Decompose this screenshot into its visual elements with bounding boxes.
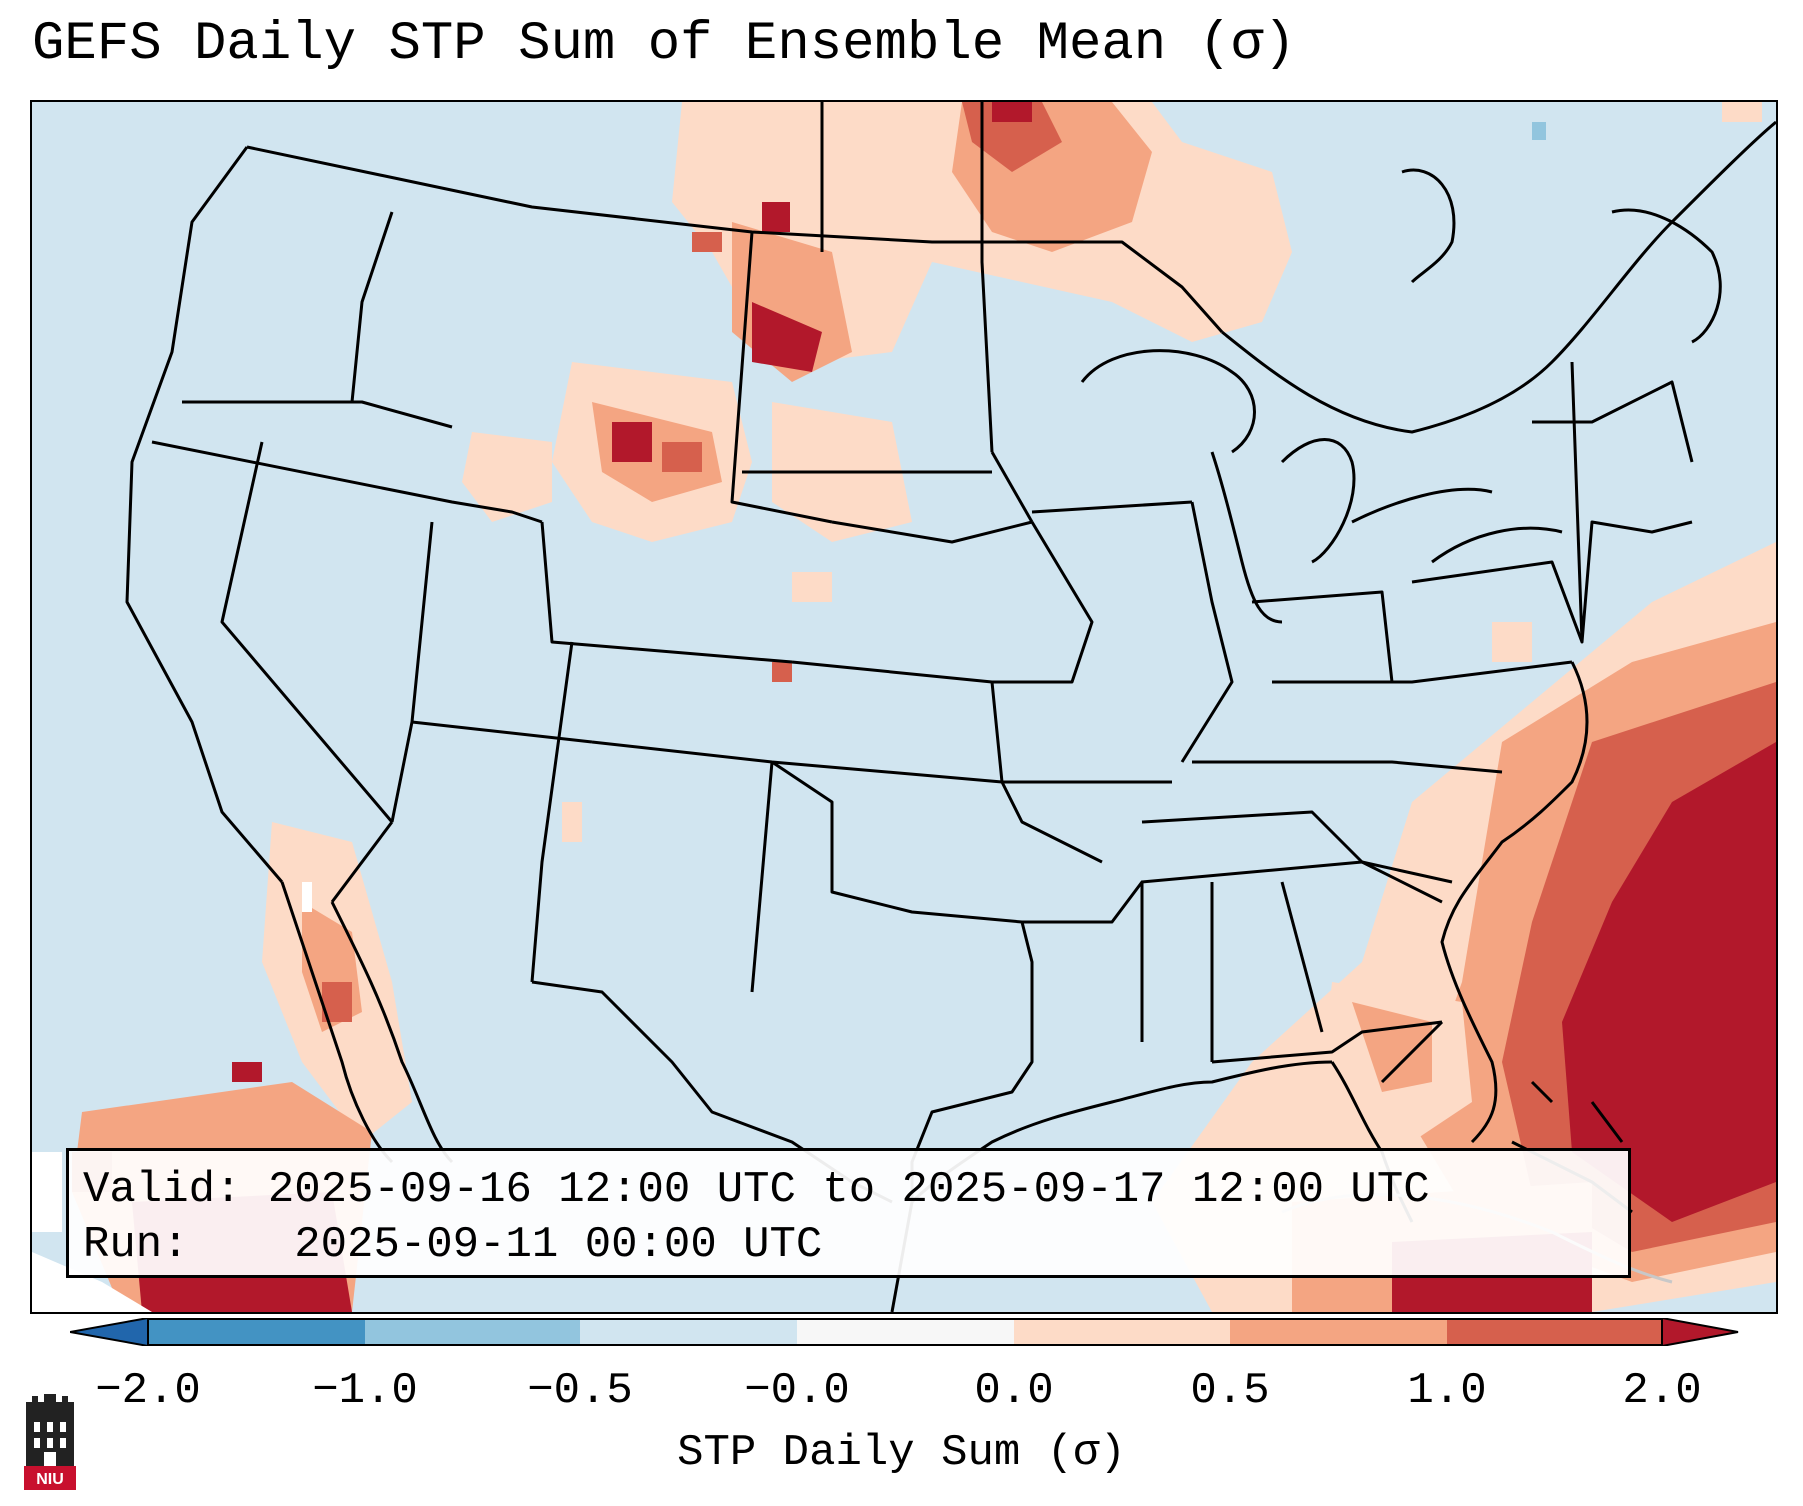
colorbar-bin-5 xyxy=(1014,1318,1230,1346)
colorbar-tick-label: 1.0 xyxy=(1407,1366,1487,1416)
colorbar-extend-high xyxy=(1661,1318,1739,1346)
map-panel xyxy=(30,100,1778,1314)
colorbar-bin-6 xyxy=(1230,1318,1447,1346)
validity-info-box: Valid: 2025-09-16 12:00 UTC to 2025-09-1… xyxy=(66,1148,1631,1278)
colorbar-extend-low xyxy=(70,1318,149,1346)
run-value: 2025-09-11 00:00 UTC xyxy=(294,1220,823,1270)
colorbar-bin-7 xyxy=(1447,1318,1662,1346)
colorbar-bin-1 xyxy=(148,1318,365,1346)
colorbar-bin-4 xyxy=(797,1318,1014,1346)
svg-text:NIU: NIU xyxy=(36,1471,64,1488)
colorbar-tick-label: −1.0 xyxy=(312,1366,418,1416)
colorbar-tick-label: 2.0 xyxy=(1622,1366,1702,1416)
colorbar-tick-label: 0.0 xyxy=(974,1366,1054,1416)
colorbar-label: STP Daily Sum (σ) xyxy=(677,1428,1126,1478)
colorbar-tick-label: 0.5 xyxy=(1190,1366,1270,1416)
colorbar xyxy=(70,1318,1739,1346)
valid-label: Valid: xyxy=(83,1165,242,1215)
niu-logo-icon: NIU xyxy=(24,1394,76,1490)
valid-value: 2025-09-16 12:00 UTC to 2025-09-17 12:00… xyxy=(267,1165,1430,1215)
colorbar-tick-label: −2.0 xyxy=(95,1366,201,1416)
run-label: Run: xyxy=(83,1220,189,1270)
map-title: GEFS Daily STP Sum of Ensemble Mean (σ) xyxy=(32,14,1296,75)
colorbar-bin-2 xyxy=(365,1318,580,1346)
colorbar-tick-label: −0.0 xyxy=(744,1366,850,1416)
colorbar-bin-3 xyxy=(580,1318,797,1346)
colorbar-tick-label: −0.5 xyxy=(527,1366,633,1416)
